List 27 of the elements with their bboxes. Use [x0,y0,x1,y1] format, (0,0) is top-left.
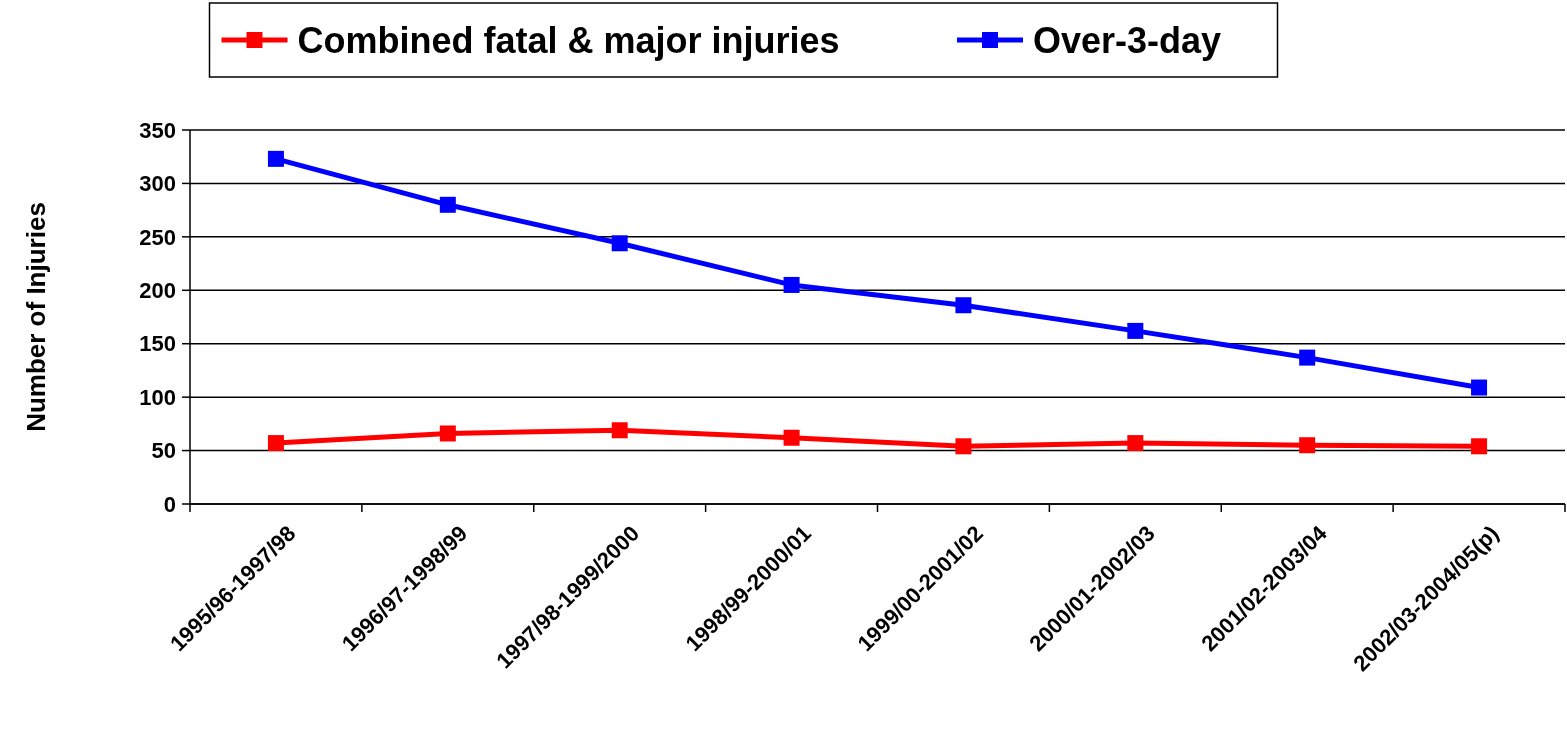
point [783,429,800,446]
point [439,425,456,442]
y-tick-label: 0 [163,491,176,517]
y-tick-label: 50 [151,438,176,464]
y-tick-label: 150 [139,331,176,357]
legend-label: Combined fatal & major injuries [297,19,840,61]
point [267,150,284,167]
point [611,235,628,252]
point [267,435,284,452]
point [611,422,628,439]
point [1127,322,1144,339]
legend-label: Over-3-day [1033,19,1222,61]
y-tick-label: 300 [139,171,176,197]
point [1471,379,1488,396]
point [955,297,972,314]
y-tick-label: 200 [139,277,176,303]
point [1299,349,1316,366]
point [1127,435,1144,452]
y-axis-title: Number of Injuries [21,202,51,432]
point [1299,437,1316,454]
point [783,276,800,293]
y-tick-label: 250 [139,224,176,250]
y-tick-label: 350 [139,117,176,143]
point [955,438,972,455]
point [1471,438,1488,455]
y-tick-label: 100 [139,384,176,410]
point [439,196,456,213]
